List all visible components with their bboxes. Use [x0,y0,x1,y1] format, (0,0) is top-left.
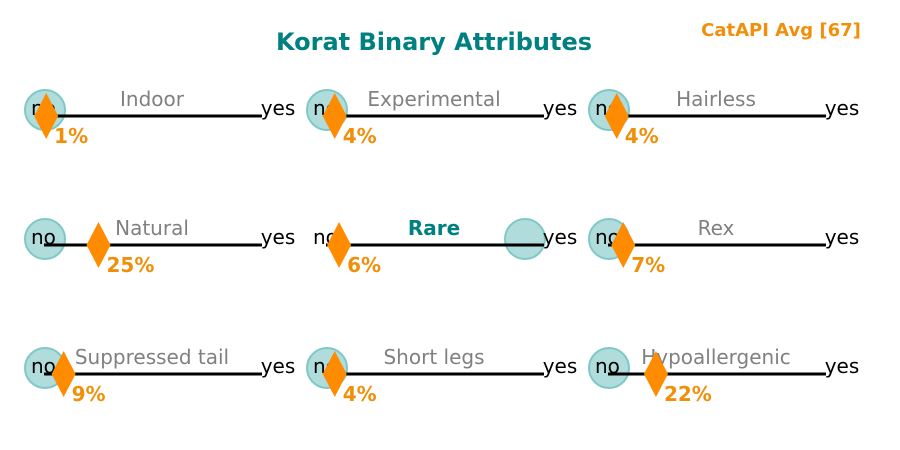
attribute-panel: no yes Natural 25% [24,216,296,277]
chart-title: Korat Binary Attributes [276,28,592,56]
scale-yes-label: yes [261,354,296,378]
scale-yes-label: yes [261,96,296,120]
scale-yes-label: yes [543,354,578,378]
percent-marker [322,351,347,397]
attribute-name: Suppressed tail [75,345,229,369]
percent-label: 7% [631,253,665,277]
attribute-name: Hypoallergenic [641,345,791,369]
selected-value-circle [588,347,630,389]
scale-yes-label: yes [261,225,296,249]
percent-marker [322,93,347,139]
percent-marker [51,351,76,397]
scale-no-label: no [595,354,620,378]
percent-label: 9% [72,382,106,406]
attribute-name: Short legs [383,345,484,369]
scale-yes-label: yes [543,225,578,249]
percent-marker [34,93,59,139]
percent-marker [327,222,352,268]
percent-label: 4% [343,382,377,406]
scale-no-label: no [31,225,56,249]
scale-yes-label: yes [543,96,578,120]
attribute-name: Rare [408,216,460,240]
percent-marker [643,351,668,397]
attribute-panel: no yes Hypoallergenic 22% [588,345,860,406]
scale-yes-label: yes [825,96,860,120]
attribute-name: Experimental [367,87,500,111]
selected-value-circle [24,218,66,260]
attribute-name: Natural [115,216,189,240]
attribute-name: Indoor [120,87,185,111]
percent-marker [611,222,636,268]
percent-label: 1% [54,124,88,148]
attribute-panel: noyesIndoor1% [24,87,296,148]
scale-yes-label: yes [825,354,860,378]
percent-label: 25% [107,253,155,277]
attribute-name: Rex [698,216,735,240]
percent-marker [604,93,629,139]
percent-marker [86,222,111,268]
percent-label: 22% [664,382,712,406]
percent-label: 4% [625,124,659,148]
average-label: CatAPI Avg [67] [701,20,861,41]
scale-yes-label: yes [825,225,860,249]
attribute-panels: noyesIndoor1%noyesExperimental4%noyesHai… [24,87,860,406]
percent-label: 6% [347,253,381,277]
attribute-name: Hairless [676,87,756,111]
percent-label: 4% [343,124,377,148]
selected-value-circle [504,218,546,260]
